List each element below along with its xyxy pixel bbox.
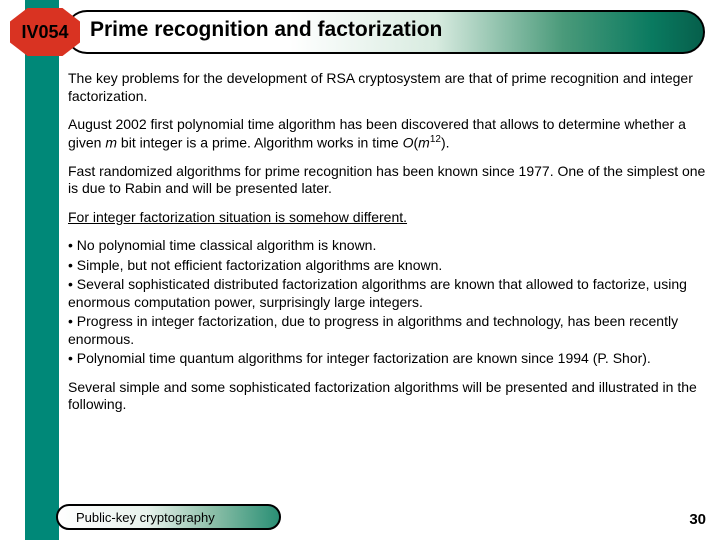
footer-label: Public-key cryptography xyxy=(76,510,215,525)
code-octagon: IV054 xyxy=(10,8,80,56)
bullet-item: • No polynomial time classical algorithm… xyxy=(68,237,706,255)
page-title: Prime recognition and factorization xyxy=(90,18,442,42)
paragraph-3: Fast randomized algorithms for prime rec… xyxy=(68,163,706,198)
bullet-list: • No polynomial time classical algorithm… xyxy=(68,237,706,368)
body-content: The key problems for the development of … xyxy=(68,70,706,425)
footer-pill: Public-key cryptography xyxy=(56,504,281,530)
title-container: IV054 Prime recognition and factorizatio… xyxy=(10,8,710,56)
paragraph-1: The key problems for the development of … xyxy=(68,70,706,105)
page-number: 30 xyxy=(689,511,706,528)
bullet-item: • Progress in integer factorization, due… xyxy=(68,313,706,348)
paragraph-5: Several simple and some sophisticated fa… xyxy=(68,379,706,414)
paragraph-2: August 2002 first polynomial time algori… xyxy=(68,116,706,152)
side-accent-bar xyxy=(25,0,59,540)
paragraph-4: For integer factorization situation is s… xyxy=(68,209,706,227)
bullet-item: • Simple, but not efficient factorizatio… xyxy=(68,257,706,275)
bullet-item: • Several sophisticated distributed fact… xyxy=(68,276,706,311)
section-code: IV054 xyxy=(21,22,68,43)
bullet-item: • Polynomial time quantum algorithms for… xyxy=(68,350,706,368)
